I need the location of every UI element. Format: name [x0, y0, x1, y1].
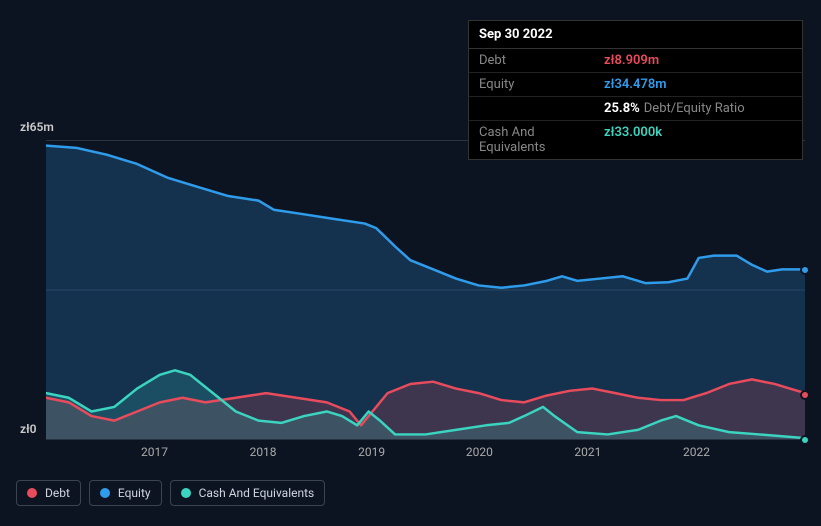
- legend-equity[interactable]: Equity: [89, 480, 162, 506]
- legend-label: Cash And Equivalents: [199, 486, 315, 500]
- legend-swatch: [181, 488, 191, 498]
- x-tick: 2020: [466, 445, 493, 459]
- chart-legend: Debt Equity Cash And Equivalents: [16, 480, 325, 506]
- tooltip-value: zł34.478m: [604, 77, 667, 92]
- x-tick: 2021: [574, 445, 601, 459]
- legend-debt[interactable]: Debt: [16, 480, 81, 506]
- x-axis: 2017 2018 2019 2020 2021 2022: [46, 445, 805, 465]
- tooltip-row: Equityzł34.478m: [469, 73, 802, 97]
- tooltip-row: Cash And Equivalentszł33.000k: [469, 121, 802, 159]
- legend-cash[interactable]: Cash And Equivalents: [170, 480, 326, 506]
- series-marker: [800, 390, 810, 400]
- tooltip-value: zł8.909m: [604, 53, 659, 68]
- legend-label: Equity: [118, 486, 151, 500]
- tooltip-label: Debt: [479, 53, 604, 68]
- tooltip-label: Cash And Equivalents: [479, 125, 604, 155]
- tooltip-value: 25.8%Debt/Equity Ratio: [604, 101, 745, 116]
- tooltip-label: Equity: [479, 77, 604, 92]
- tooltip-value: zł33.000k: [604, 125, 662, 155]
- y-axis-max: zł65m: [20, 120, 54, 134]
- debt-equity-chart: zł65m zł0 2017 2018 2019 2020 2021 2022: [16, 120, 805, 470]
- legend-swatch: [27, 488, 37, 498]
- legend-swatch: [100, 488, 110, 498]
- chart-plot[interactable]: [46, 140, 805, 440]
- summary-tooltip: Sep 30 2022 Debtzł8.909mEquityzł34.478m2…: [468, 20, 803, 160]
- legend-label: Debt: [45, 486, 70, 500]
- x-tick: 2018: [250, 445, 277, 459]
- x-tick: 2019: [358, 445, 385, 459]
- tooltip-row: 25.8%Debt/Equity Ratio: [469, 97, 802, 121]
- tooltip-row: Debtzł8.909m: [469, 49, 802, 73]
- tooltip-label: [479, 101, 604, 116]
- y-axis-min: zł0: [20, 422, 37, 436]
- series-marker: [800, 435, 810, 445]
- x-tick: 2017: [141, 445, 168, 459]
- series-marker: [800, 265, 810, 275]
- x-tick: 2022: [683, 445, 710, 459]
- tooltip-date: Sep 30 2022: [469, 21, 802, 49]
